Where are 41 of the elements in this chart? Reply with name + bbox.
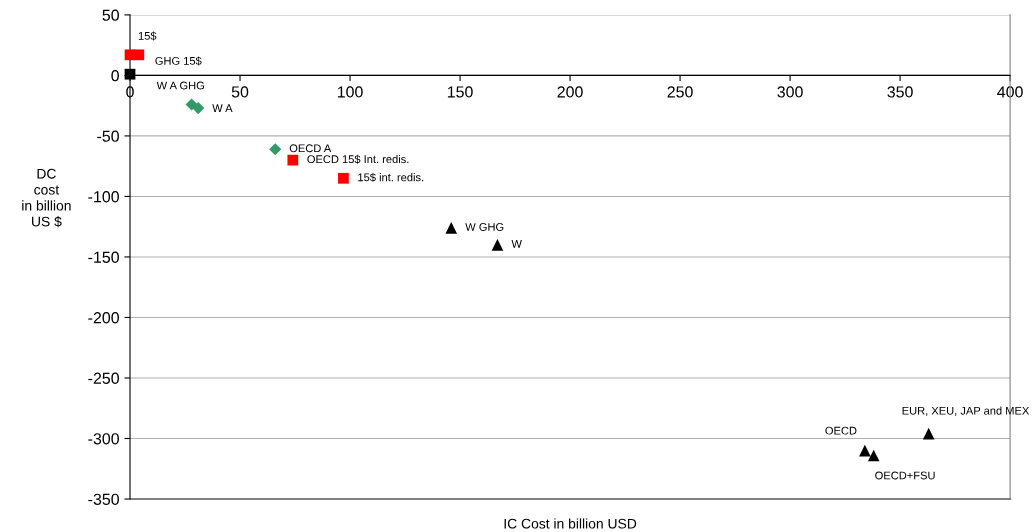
point — [922, 427, 935, 440]
x-tick-label: 100 — [337, 86, 363, 98]
annotation: W A GHG — [156, 81, 204, 90]
x-tick-label: 150 — [447, 86, 473, 98]
x-tick-label: 50 — [231, 86, 249, 98]
point — [491, 239, 504, 251]
y-tick-label: -50 — [97, 130, 119, 142]
point — [445, 222, 458, 234]
point — [269, 143, 282, 156]
annotation: 15$ — [138, 31, 157, 41]
y-tick-label: -250 — [88, 372, 119, 384]
annotation: W A — [212, 104, 233, 112]
y-tick-label: -150 — [88, 251, 119, 263]
annotation: 15$ int. redis. — [358, 172, 424, 182]
point — [192, 102, 205, 115]
annotation: GHG 15$ — [155, 56, 202, 66]
y-tick-label: 0 — [111, 70, 119, 82]
y-tick-label: -200 — [88, 312, 119, 324]
annotation: OECD 15$ Int. redis. — [307, 154, 409, 164]
point — [867, 449, 880, 462]
y-axis-title: DC cost in billion US $ — [22, 168, 71, 228]
annotation: OECD+FSU — [875, 471, 935, 480]
annotation: OECD — [825, 426, 857, 435]
x-tick-label: 400 — [997, 86, 1023, 98]
y-tick-label: -300 — [88, 433, 119, 445]
annotation: W GHG — [465, 223, 504, 231]
annotation: W — [511, 240, 522, 248]
annotation: EUR, XEU, JAP and MEX — [902, 406, 1030, 416]
y-tick-label: -100 — [88, 191, 119, 203]
x-tick-label: 250 — [667, 86, 693, 98]
point — [124, 68, 136, 80]
point — [287, 154, 299, 166]
point — [338, 172, 349, 184]
annotation: OECD A — [289, 144, 332, 153]
x-tick-label: 200 — [557, 86, 583, 98]
x-tick-label: 300 — [777, 86, 803, 98]
point — [133, 49, 145, 61]
y-tick-label: -350 — [88, 493, 119, 505]
y-tick-label: 50 — [102, 9, 119, 21]
x-axis-title: IC Cost in billion USD — [504, 518, 637, 529]
x-tick-label: 350 — [887, 86, 913, 98]
